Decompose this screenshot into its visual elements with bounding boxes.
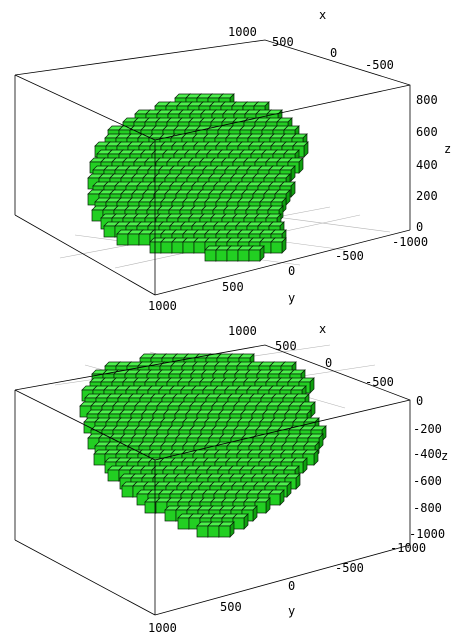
plot-top-ztick: 0 (416, 220, 423, 234)
plot-bottom-xtick: 500 (275, 339, 297, 353)
plot-top-box (14, 39, 411, 296)
plot-bottom-ztick: 0 (416, 394, 423, 408)
plot-bottom-ytick: -500 (335, 561, 364, 575)
voxel-cube (302, 449, 319, 466)
plot-bottom-ytick: 0 (288, 579, 295, 593)
plot-bottom-xtick: 1000 (228, 324, 257, 338)
plot-bottom-ylabel: y (288, 604, 295, 618)
voxel-cube (232, 513, 249, 530)
plot-bottom-ztick: -600 (413, 474, 442, 488)
plot-bottom-box (14, 344, 411, 616)
plot-top-ytick: -1000 (392, 235, 428, 249)
plot-top-ytick: -500 (335, 249, 364, 263)
plot-bottom-voxels (79, 353, 327, 538)
plot-bottom-ztick: -1000 (409, 527, 445, 541)
plot-top-xtick: 500 (272, 35, 294, 49)
plot-top-voxels (87, 93, 309, 262)
plot-bottom-ytick: 1000 (148, 621, 177, 635)
plot-top-ytick: 0 (288, 264, 295, 278)
plot-top-ztick: 800 (416, 93, 438, 107)
plot-top-ytick: 1000 (148, 299, 177, 313)
plot-bottom-ztick: -200 (413, 422, 442, 436)
plot-bottom-xlabel: x (319, 322, 326, 336)
plot-top-xlabel: x (319, 8, 326, 22)
plot-top-ztick: 400 (416, 158, 438, 172)
plot-bottom-ytick: 500 (220, 600, 242, 614)
voxel-cube (268, 489, 285, 506)
plot-bottom-zlabel: z (441, 449, 448, 463)
plot-top-ztick: 200 (416, 189, 438, 203)
voxel-cube (254, 497, 271, 514)
plot-bottom-xtick: 0 (325, 356, 332, 370)
plot-top-ylabel: y (288, 291, 295, 305)
plot-top-xtick: 0 (330, 46, 337, 60)
plot-bottom: x 1000 500 0 -500 0 -200 -400 -600 -800 … (14, 322, 448, 635)
plot-top-xtick: -500 (365, 58, 394, 72)
plot-bottom-ztick: -400 (413, 447, 442, 461)
plot-bottom-ytick: -1000 (390, 541, 426, 555)
voxel-cube (270, 237, 287, 254)
plot-bottom-xtick: -500 (365, 375, 394, 389)
plot-top-ztick: 600 (416, 125, 438, 139)
plot-top-ytick: 500 (222, 280, 244, 294)
plot-top-xtick: 1000 (228, 25, 257, 39)
voxel-cube (218, 521, 235, 538)
plot-bottom-ztick: -800 (413, 501, 442, 515)
voxel-cube (248, 245, 265, 262)
plot-top-zlabel: z (444, 142, 451, 156)
plot-top: x 1000 500 0 -500 800 600 400 200 0 z -1… (14, 8, 451, 313)
